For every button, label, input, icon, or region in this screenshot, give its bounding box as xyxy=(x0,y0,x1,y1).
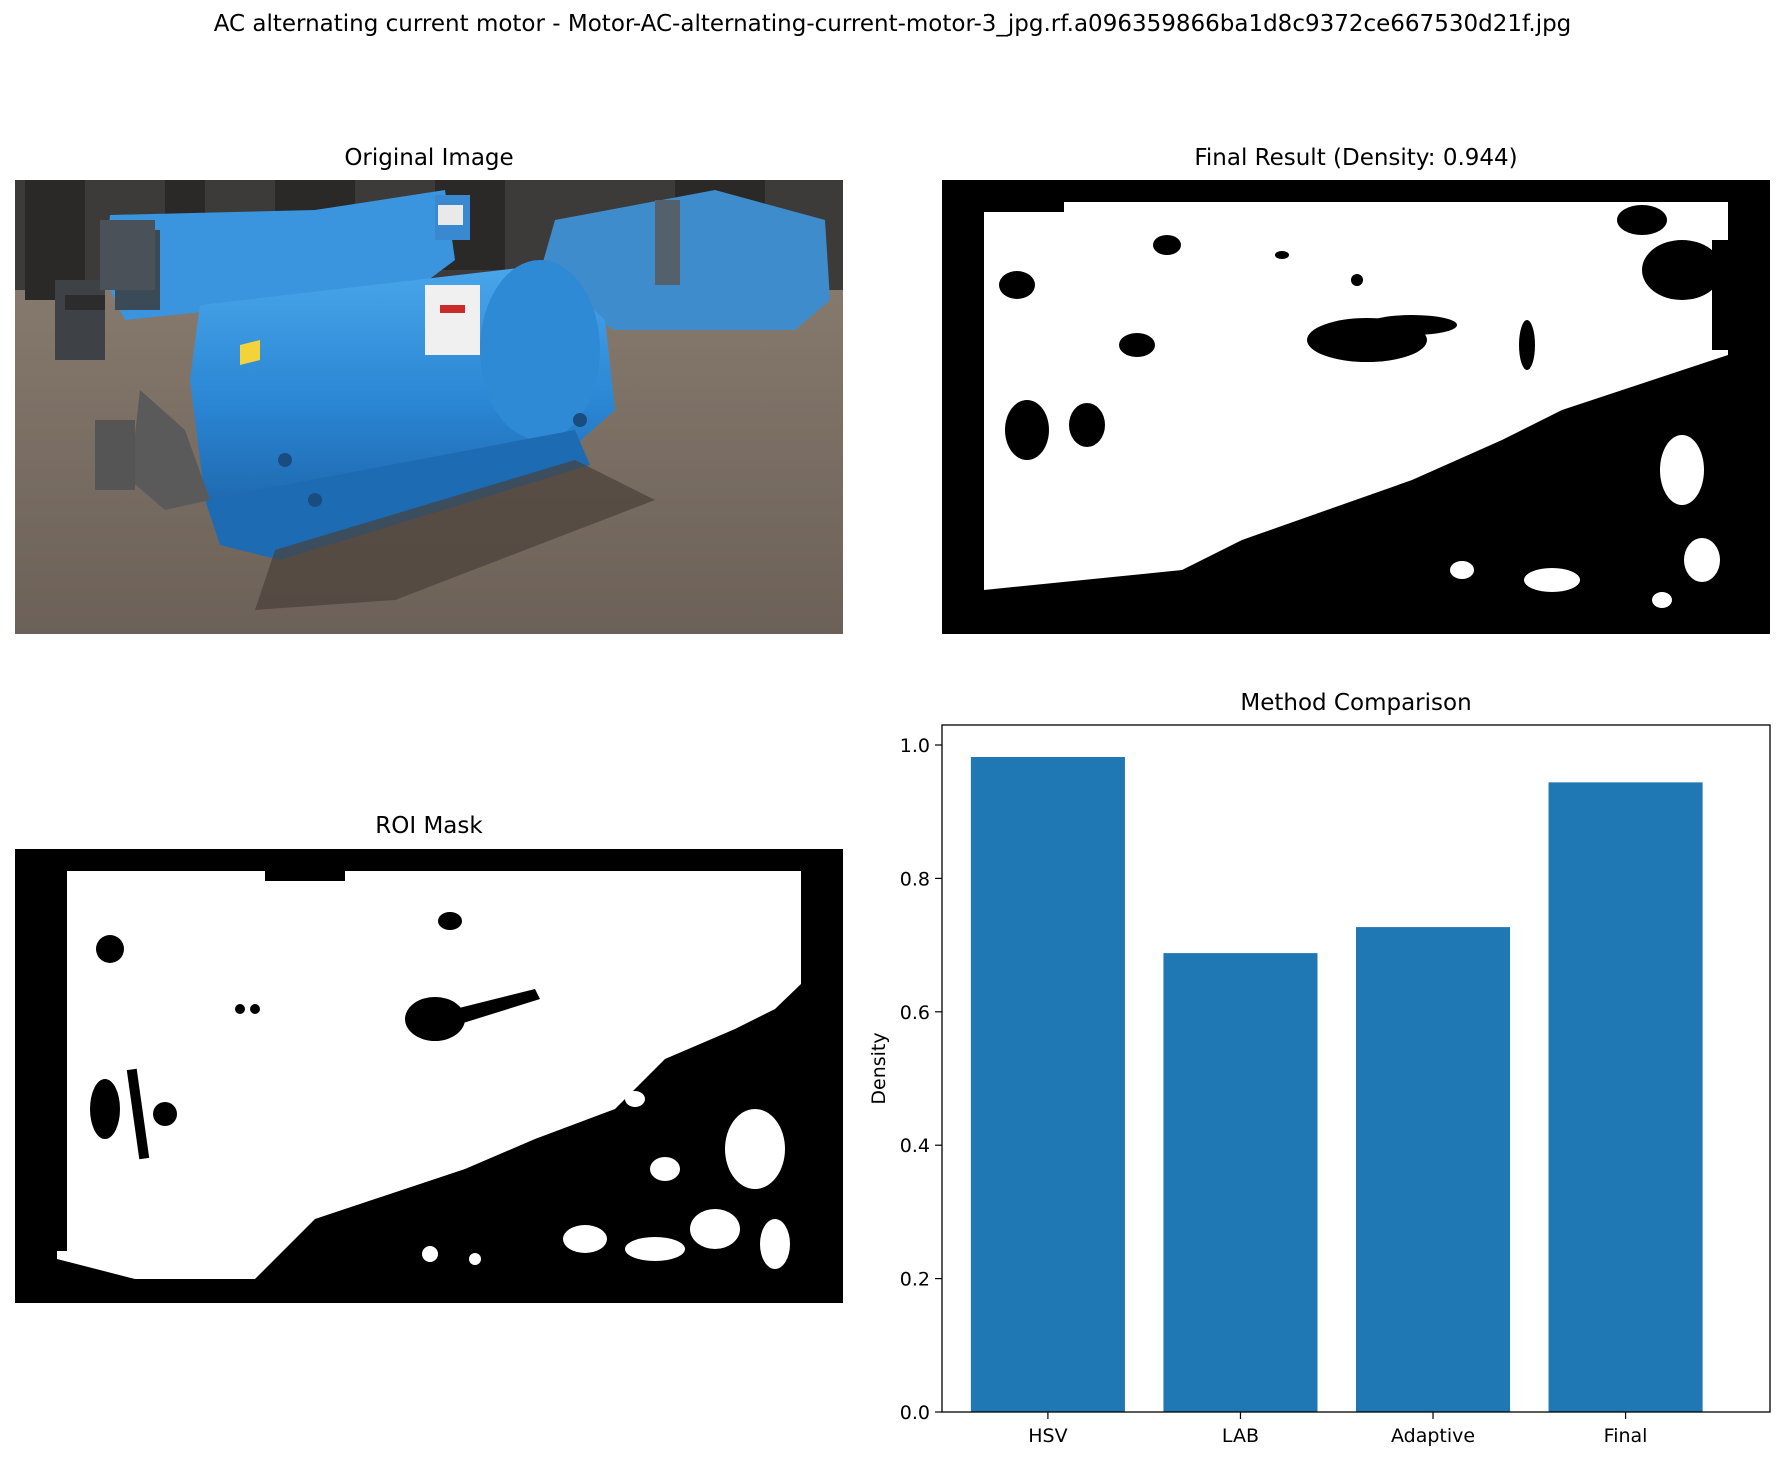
final-result-title: Final Result (Density: 0.944) xyxy=(1194,145,1518,171)
y-tick-label: 0.2 xyxy=(900,1269,930,1291)
axes-frame xyxy=(941,724,1771,1413)
x-tick-label: Final xyxy=(1604,1425,1648,1447)
y-tick-label: 0.6 xyxy=(900,1002,930,1024)
y-tick-label: 0.4 xyxy=(900,1135,930,1157)
x-tick-label: Adaptive xyxy=(1391,1425,1475,1447)
final-mask-image xyxy=(942,180,1770,634)
roi-mask-image xyxy=(15,849,843,1303)
bar-adaptive xyxy=(1356,927,1511,1412)
roi-mask xyxy=(15,849,843,1303)
x-tick-label: HSV xyxy=(1028,1425,1067,1447)
method-comparison-chart: HSV LAB Adaptive Final 0.0 0.2 0.4 0.6 0.8 1.0 Den… xyxy=(860,715,1775,1475)
y-tick-label: 0.8 xyxy=(900,868,930,890)
original-image xyxy=(15,180,843,634)
y-tick-label: 0.0 xyxy=(900,1402,930,1424)
y-tick-label: 1.0 xyxy=(900,735,930,757)
y-axis-label: Density xyxy=(868,1032,890,1104)
method-comparison-title: Method Comparison xyxy=(1240,690,1472,716)
original-image-title: Original Image xyxy=(344,145,514,171)
bar-chart-svg: HSV LAB Adaptive Final 0.0 0.2 0.4 0.6 0.8 1.0 Den… xyxy=(868,724,1771,1447)
bar-final xyxy=(1548,782,1703,1412)
figure-suptitle: AC alternating current motor - Motor-AC-… xyxy=(213,11,1572,37)
roi-mask-title: ROI Mask xyxy=(375,813,483,839)
final-result-mask xyxy=(942,180,1770,634)
bar-hsv xyxy=(970,757,1125,1412)
motor-photo xyxy=(15,180,843,634)
bar-lab xyxy=(1163,953,1318,1412)
x-tick-label: LAB xyxy=(1222,1425,1259,1447)
